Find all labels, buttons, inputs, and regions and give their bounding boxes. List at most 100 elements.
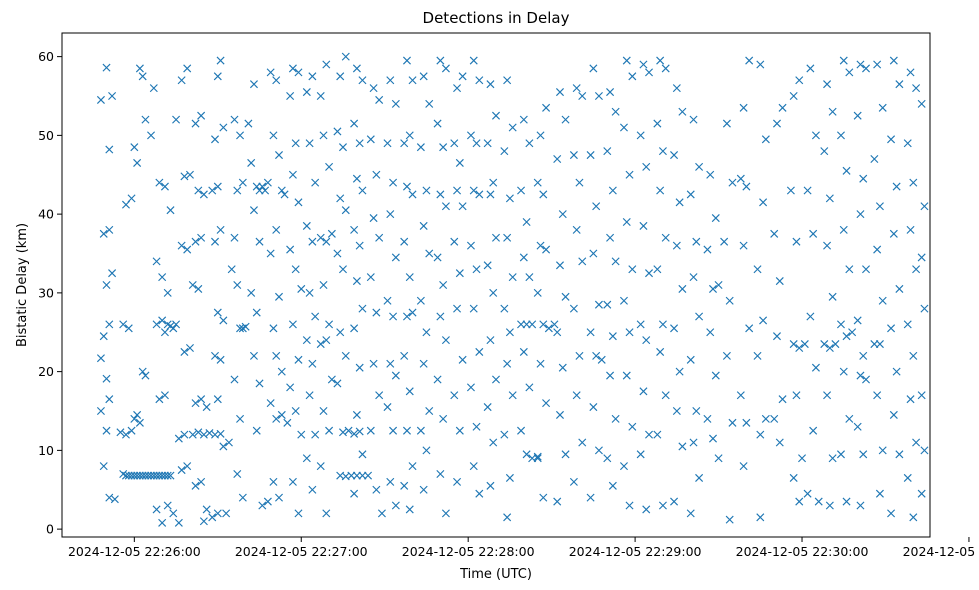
- data-point: [483, 403, 492, 412]
- data-point: [619, 462, 628, 471]
- data-point: [903, 473, 912, 482]
- data-point: [391, 371, 400, 380]
- data-point: [895, 284, 904, 293]
- data-point: [152, 320, 161, 329]
- data-point: [603, 147, 612, 156]
- data-point: [305, 391, 314, 400]
- data-point: [422, 328, 431, 337]
- data-point: [475, 489, 484, 498]
- data-point: [277, 186, 286, 195]
- data-point: [133, 410, 142, 419]
- data-point: [408, 462, 417, 471]
- data-point: [695, 473, 704, 482]
- data-point: [439, 280, 448, 290]
- data-point: [608, 186, 617, 195]
- data-point: [689, 273, 698, 282]
- data-point: [291, 265, 300, 274]
- data-point: [619, 123, 628, 132]
- data-point: [269, 477, 278, 486]
- data-point: [185, 343, 194, 353]
- data-point: [383, 296, 392, 305]
- data-point: [230, 375, 239, 384]
- data-point: [369, 84, 378, 93]
- data-point: [728, 418, 737, 427]
- data-point: [336, 328, 345, 337]
- data-point: [158, 273, 167, 282]
- data-point: [338, 143, 347, 152]
- data-point: [358, 450, 367, 459]
- data-point: [352, 64, 361, 73]
- data-point: [539, 190, 548, 199]
- x-tick-label: 2024-12-05 22:27:00: [235, 544, 368, 559]
- data-point: [887, 509, 896, 518]
- data-point: [761, 135, 770, 144]
- data-point: [441, 202, 450, 211]
- x-axis-label: Time (UTC): [459, 567, 532, 582]
- data-point: [425, 99, 434, 108]
- data-point: [341, 52, 350, 61]
- data-point: [294, 198, 303, 207]
- data-point: [792, 237, 801, 246]
- data-point: [333, 379, 342, 388]
- data-point: [589, 403, 598, 412]
- data-point: [258, 501, 267, 510]
- data-point: [372, 308, 381, 317]
- data-point: [183, 64, 192, 73]
- data-point: [853, 111, 862, 120]
- data-point: [770, 229, 779, 238]
- data-point: [720, 237, 729, 246]
- y-tick-label: 60: [38, 49, 54, 64]
- data-point: [742, 182, 751, 191]
- data-point: [836, 450, 845, 459]
- data-point: [569, 304, 578, 313]
- y-tick-label: 0: [46, 522, 54, 537]
- data-point: [110, 495, 119, 504]
- data-point: [875, 340, 884, 349]
- data-point: [555, 261, 564, 270]
- data-point: [419, 359, 428, 368]
- data-point: [288, 320, 297, 329]
- data-point: [491, 233, 501, 242]
- data-point: [400, 139, 409, 148]
- data-point: [266, 68, 275, 77]
- data-point: [436, 312, 445, 321]
- data-point: [274, 292, 284, 301]
- data-point: [108, 91, 117, 101]
- data-point: [400, 237, 409, 246]
- data-point: [839, 367, 848, 376]
- data-point: [183, 462, 192, 471]
- data-point: [828, 107, 837, 116]
- x-tick-label: 2024-12-05 22:28:00: [402, 544, 535, 559]
- data-point: [183, 245, 192, 254]
- data-point: [472, 139, 481, 148]
- data-point: [322, 237, 331, 246]
- data-point: [369, 214, 378, 223]
- data-point: [889, 229, 898, 238]
- data-point: [708, 284, 718, 293]
- data-point: [689, 438, 698, 447]
- data-point: [224, 438, 233, 447]
- data-point: [147, 131, 156, 140]
- data-point: [625, 501, 634, 510]
- data-point: [188, 280, 197, 290]
- data-point: [138, 367, 147, 376]
- data-point: [792, 391, 801, 400]
- x-tick-label: 2024-12-05 22:29:00: [569, 544, 702, 559]
- data-point: [297, 430, 306, 439]
- data-point: [486, 80, 495, 89]
- data-point: [906, 395, 915, 404]
- data-point: [130, 143, 139, 152]
- data-point: [102, 63, 111, 72]
- data-point: [800, 340, 809, 349]
- y-axis-label: Bistatic Delay (km): [15, 223, 30, 347]
- data-point: [761, 414, 770, 423]
- y-axis-ticks: 0 10 20 30 40 50 60: [38, 49, 62, 537]
- data-point: [555, 88, 564, 97]
- data-point: [575, 178, 584, 187]
- data-point: [166, 206, 175, 215]
- chart-title: Detections in Delay: [423, 9, 570, 27]
- data-point: [503, 76, 512, 85]
- data-point: [806, 64, 815, 73]
- data-point: [327, 229, 336, 238]
- data-point: [745, 324, 754, 333]
